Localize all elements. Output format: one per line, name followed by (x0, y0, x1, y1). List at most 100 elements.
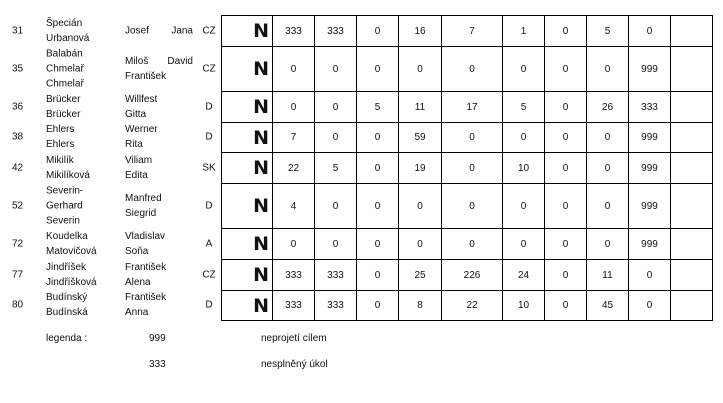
value-cell: 0 (544, 91, 587, 123)
legend-code: 333 (149, 359, 166, 370)
country: D (205, 101, 213, 112)
first-name: Alena (125, 276, 151, 288)
surname: Chmelař (46, 63, 84, 74)
first-name: David (167, 55, 193, 67)
value-cell: 0 (314, 91, 357, 123)
surname: Urbanová (46, 32, 90, 44)
value-cell: 333 (628, 91, 671, 123)
mark-cell: N (221, 259, 273, 291)
value-cell: 0 (441, 228, 503, 260)
value-cell: 5 (356, 91, 399, 123)
mark-cell: N (221, 15, 273, 47)
surname: Balabán (46, 48, 83, 59)
value-cell: 0 (586, 152, 629, 184)
table-row: N 7 0 0 59 0 0 0 0 999 (221, 122, 713, 153)
legend-meaning: neprojetí cílem (261, 333, 327, 344)
surname: Jindříšek (46, 261, 87, 273)
value-cell: 0 (586, 228, 629, 260)
country: SK (202, 162, 216, 173)
value-cell: 226 (441, 259, 503, 291)
value-cell: 0 (441, 183, 503, 229)
value-cell: 45 (586, 290, 629, 321)
country: D (205, 299, 213, 311)
table-row: N 333 333 0 8 22 10 0 45 0 (221, 290, 713, 321)
mark-cell: N (221, 183, 273, 229)
value-cell (670, 122, 713, 153)
value-cell: 0 (628, 259, 671, 291)
value-cell: 0 (356, 15, 399, 47)
entry-row: 42 Mikilík Mikilíková Viliam Edita SK (0, 152, 221, 183)
value-cell: 0 (272, 91, 315, 123)
value-cell: 0 (441, 46, 503, 92)
value-cell: 999 (628, 46, 671, 92)
entry-row: 52 Severin- Gerhard Severin Manfred Siegrid… (0, 183, 221, 228)
value-cell: 0 (502, 183, 545, 229)
value-cell: 0 (544, 46, 587, 92)
value-cell: 0 (314, 183, 357, 229)
value-cell: 0 (314, 122, 357, 153)
entry-row: 80 Budínský Budínská František Anna D (0, 290, 221, 320)
first-name: Willfest (125, 93, 158, 105)
value-cell: 0 (398, 228, 442, 260)
value-cell: 0 (398, 46, 442, 92)
value-cell: 11 (398, 91, 442, 123)
value-cell (670, 228, 713, 260)
value-cell: 0 (586, 46, 629, 92)
value-cell: 999 (628, 228, 671, 260)
first-name: Manfred (125, 192, 162, 204)
start-number: 80 (12, 299, 24, 311)
legend-meaning: nesplněný úkol (261, 359, 328, 370)
first-name: František (125, 261, 167, 273)
first-name: Soňa (125, 245, 149, 257)
value-cell: 999 (628, 152, 671, 184)
value-cell: 7 (441, 15, 503, 47)
value-cell: 24 (502, 259, 545, 291)
surname: Ehlers (46, 124, 75, 135)
table-row: N 333 333 0 16 7 1 0 5 0 (221, 15, 713, 47)
value-cell: 16 (398, 15, 442, 47)
first-name: Anna (125, 307, 149, 318)
first-name: Rita (125, 139, 143, 150)
mark-cell: N (221, 46, 273, 92)
value-cell: 333 (272, 290, 315, 321)
first-name: Viliam (125, 154, 153, 166)
start-number: 72 (12, 238, 24, 249)
table-row: N 0 0 5 11 17 5 0 26 333 (221, 91, 713, 123)
surname: Brücker (46, 93, 81, 105)
value-cell: 333 (314, 259, 357, 291)
value-cell: 0 (502, 228, 545, 260)
entry-row: 36 Brücker Brücker Willfest Gitta D (0, 91, 221, 122)
value-cell: 1 (502, 15, 545, 47)
value-cell (670, 290, 713, 321)
value-cell: 5 (586, 15, 629, 47)
results-table: N 333 333 0 16 7 1 0 5 0 N 0 0 0 0 0 0 0 0 999 N 0 0 5 11 17 5 0 26 3… (221, 15, 713, 321)
start-number: 36 (12, 101, 24, 112)
table-row: N 0 0 0 0 0 0 0 0 999 (221, 228, 713, 260)
value-cell: 7 (272, 122, 315, 153)
country: CZ (202, 25, 216, 36)
surname: Gerhard (46, 200, 83, 211)
value-cell: 0 (356, 259, 399, 291)
first-name: Gitta (125, 108, 147, 120)
value-cell: 0 (272, 46, 315, 92)
entry-row: 77 Jindříšek Jindříšková František Alena C… (0, 259, 221, 290)
value-cell: 333 (272, 259, 315, 291)
value-cell: 10 (502, 290, 545, 321)
value-cell (670, 259, 713, 291)
value-cell: 0 (356, 183, 399, 229)
first-name: František (125, 70, 167, 82)
table-row: N 4 0 0 0 0 0 0 0 999 (221, 183, 713, 229)
value-cell: 22 (272, 152, 315, 184)
entry-row: 31 Špecián Urbanová Josef Jana CZ (0, 15, 221, 46)
legend-code: 999 (149, 333, 166, 344)
first-name: Vladislav (125, 230, 166, 242)
mark-cell: N (221, 152, 273, 184)
country: A (205, 238, 213, 249)
value-cell: 17 (441, 91, 503, 123)
value-cell: 333 (272, 15, 315, 47)
value-cell: 59 (398, 122, 442, 153)
first-name: Siegrid (125, 207, 157, 219)
surname: Budínská (46, 307, 88, 318)
value-cell: 4 (272, 183, 315, 229)
value-cell: 0 (586, 183, 629, 229)
